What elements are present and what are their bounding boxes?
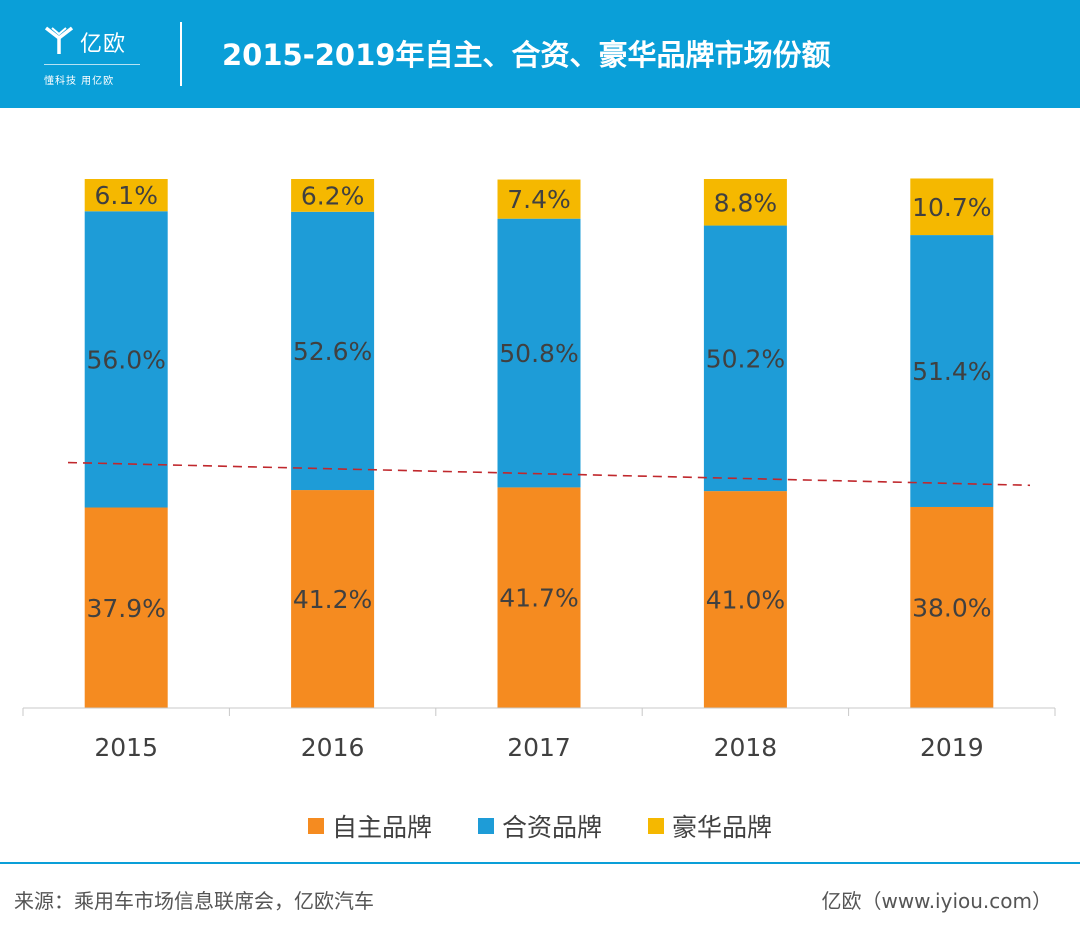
logo-divider [44,64,140,65]
bar-domestic-2015 [84,507,168,708]
x-tick-label-2016: 2016 [301,733,365,762]
bar-domestic-2018 [703,491,787,708]
bar-joint-venture-2017 [497,218,581,488]
data-label-joint-venture-2019: 51.4% [912,357,991,386]
bar-domestic-2019 [910,506,994,708]
data-label-domestic-2015: 37.9% [86,594,165,623]
x-tick-label-2015: 2015 [94,733,158,762]
footer-source: 来源：乘用车市场信息联席会，亿欧汽车 [14,889,374,913]
bar-domestic-2017 [497,487,581,708]
footer-credit: 亿欧（www.iyiou.com） [821,889,1052,913]
bar-joint-venture-2016 [291,211,375,491]
bar-joint-venture-2018 [703,225,787,492]
data-label-luxury-2017: 7.4% [507,185,571,214]
legend-item-domestic: 自主品牌 [307,808,432,844]
data-label-luxury-2019: 10.7% [912,193,991,222]
data-label-joint-venture-2017: 50.8% [499,339,578,368]
bar-luxury-2017 [497,179,581,219]
legend-swatch-luxury [648,818,664,834]
legend-swatch-joint-venture [477,818,494,834]
bar-joint-venture-2019 [910,235,994,507]
data-label-joint-venture-2016: 52.6% [293,337,372,366]
page-title: 2015-2019年自主、合资、豪华品牌市场份额 [222,38,831,72]
logo-name: 亿欧 [80,32,127,57]
data-label-domestic-2019: 38.0% [912,593,991,622]
yiou-logo: 亿欧 懂科技 用亿欧 [40,16,160,92]
legend-swatch-domestic [307,818,324,834]
chart-legend: 自主品牌 合资品牌 豪华品牌 [0,808,1080,844]
bar-joint-venture-2015 [84,211,168,508]
legend-label-joint-venture: 合资品牌 [501,813,602,842]
data-label-domestic-2017: 41.7% [499,584,578,613]
header-bar: 亿欧 懂科技 用亿欧 2015-2019年自主、合资、豪华品牌市场份额 [0,0,1080,108]
bar-domestic-2016 [291,490,375,708]
footer-divider [0,862,1080,864]
data-label-domestic-2018: 41.0% [706,586,785,615]
bar-luxury-2016 [291,179,375,212]
x-tick-label-2019: 2019 [920,733,984,762]
legend-item-joint-venture: 合资品牌 [477,808,602,844]
trend-line [67,461,1031,487]
data-label-joint-venture-2015: 56.0% [86,345,165,374]
header-divider [180,22,182,86]
legend-label-domestic: 自主品牌 [331,813,432,842]
bar-luxury-2018 [703,179,787,226]
stacked-bar-chart: 37.9% 56.0% 6.1% 2015 41.2% 52.6% 6.2% 2016 41.7… [22,178,1056,762]
x-tick-label-2018: 2018 [714,733,778,762]
data-label-joint-venture-2018: 50.2% [706,344,785,373]
bar-luxury-2015 [84,179,168,212]
x-tick-label-2017: 2017 [507,733,571,762]
data-label-luxury-2015: 6.1% [94,181,158,210]
legend-label-luxury: 豪华品牌 [672,813,773,842]
logo-y-icon [44,26,74,54]
logo-slogan: 懂科技 用亿欧 [44,76,115,87]
bar-luxury-2019 [910,178,994,236]
data-label-domestic-2016: 41.2% [293,585,372,614]
data-label-luxury-2016: 6.2% [301,181,365,210]
legend-item-luxury: 豪华品牌 [648,808,772,844]
data-label-luxury-2018: 8.8% [714,188,778,217]
